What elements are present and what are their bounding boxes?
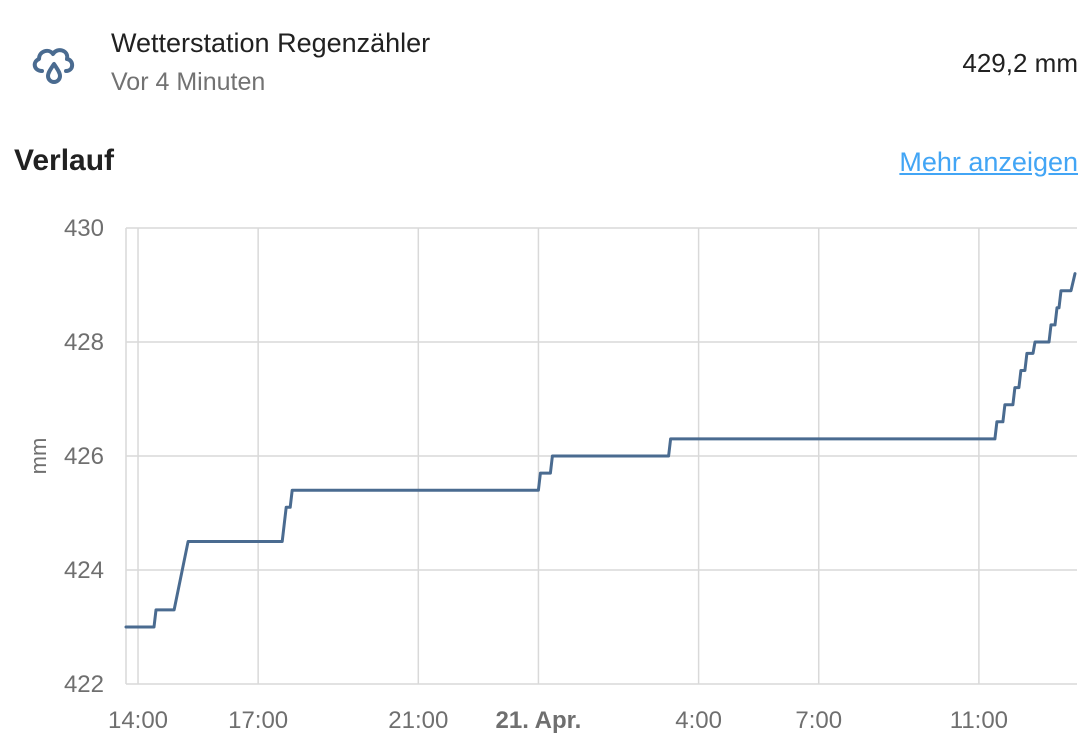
y-tick-label: 428 bbox=[64, 329, 104, 356]
y-tick-label: 422 bbox=[64, 671, 104, 698]
entity-name: Wetterstation Regenzähler bbox=[111, 28, 431, 58]
y-tick-label: 426 bbox=[64, 443, 104, 470]
entity-row[interactable]: Wetterstation Regenzähler Vor 4 Minuten … bbox=[0, 0, 1088, 120]
entity-state-value: 429,2 mm bbox=[962, 48, 1078, 78]
show-more-link[interactable]: Mehr anzeigen bbox=[899, 147, 1078, 177]
history-chart[interactable]: 430 428 426 424 422 14:00 17:00 21:00 21. Apr. 4:… bbox=[0, 200, 1088, 736]
weather-rain-cloud-icon bbox=[28, 40, 80, 92]
x-tick-label: 14:00 bbox=[108, 707, 168, 734]
y-axis-label: mm bbox=[26, 438, 51, 475]
y-tick-label: 424 bbox=[64, 557, 104, 584]
x-tick-label: 4:00 bbox=[675, 707, 722, 734]
x-tick-label: 21. Apr. bbox=[496, 707, 582, 734]
history-title: Verlauf bbox=[14, 144, 115, 177]
y-tick-label: 430 bbox=[64, 215, 104, 242]
x-tick-label: 17:00 bbox=[228, 707, 288, 734]
x-tick-label: 11:00 bbox=[950, 707, 1008, 734]
x-tick-label: 21:00 bbox=[388, 707, 448, 734]
x-tick-label: 7:00 bbox=[795, 707, 842, 734]
series-line bbox=[124, 272, 1077, 629]
entity-last-changed: Vor 4 Minuten bbox=[111, 68, 266, 96]
